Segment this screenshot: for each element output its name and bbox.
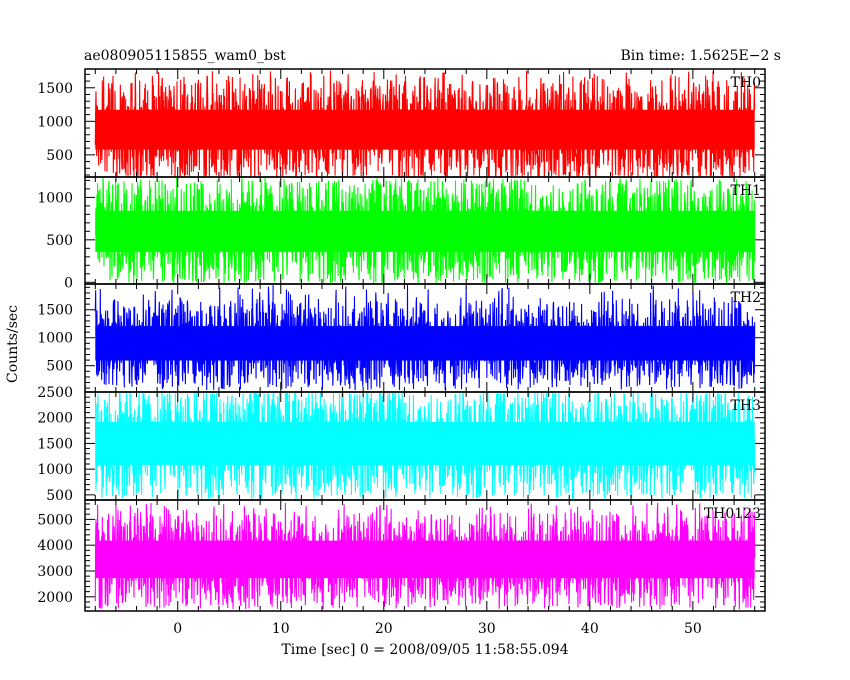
y-tick-label: 500 (46, 359, 73, 375)
y-tick-label: 0 (64, 275, 73, 291)
y-tick-label: 500 (46, 148, 73, 164)
y-tick-label: 1500 (37, 303, 73, 319)
y-tick-label: 4000 (37, 538, 73, 554)
panels-group: TH0 500 1000 1500 TH1 0 500 1000 TH2 500 1000 1500 T… (37, 68, 766, 612)
y-tick-label: 1500 (37, 436, 73, 452)
y-tick-label: 1500 (37, 81, 73, 97)
y-tick-label: 3000 (37, 564, 73, 580)
y-tick-label: 2000 (37, 590, 73, 606)
y-tick-label: 2500 (37, 385, 73, 401)
series-line-th1 (95, 177, 756, 284)
series-line-th0 (94, 70, 756, 177)
x-tick-label: 20 (375, 621, 393, 637)
x-tick-labels: 0 10 20 30 40 50 (173, 621, 702, 637)
x-tick-label: 10 (272, 621, 290, 637)
y-tick-label: 2000 (37, 411, 73, 427)
panel-label-th3: TH3 (731, 398, 761, 414)
y-tick-label: 500 (46, 488, 73, 504)
panel-label-th1: TH1 (731, 183, 761, 199)
panel-label-th0123: TH0123 (704, 506, 761, 522)
y-tick-label: 1000 (37, 114, 73, 130)
y-tick-label: 1000 (37, 462, 73, 478)
panel-label-th0: TH0 (731, 75, 761, 91)
panel-label-th2: TH2 (731, 290, 761, 306)
y-tick-label: 1000 (37, 331, 73, 347)
chart-title: ae080905115855_wam0_bst (84, 48, 286, 64)
x-tick-label: 0 (173, 621, 182, 637)
y-axis-label: Counts/sec (5, 305, 21, 383)
series-line-th2 (94, 284, 756, 391)
x-axis-label: Time [sec] 0 = 2008/09/05 11:58:55.094 (281, 642, 568, 658)
x-tick-label: 40 (581, 621, 599, 637)
x-tick-label: 30 (478, 621, 496, 637)
y-tick-label: 500 (46, 233, 73, 249)
series-line-th0123 (94, 502, 756, 610)
x-tick-label: 50 (684, 621, 702, 637)
series-line-th3 (94, 392, 756, 500)
y-tick-label: 5000 (37, 512, 73, 528)
bin-time-label: Bin time: 1.5625E−2 s (620, 48, 781, 64)
y-tick-label: 1000 (37, 190, 73, 206)
